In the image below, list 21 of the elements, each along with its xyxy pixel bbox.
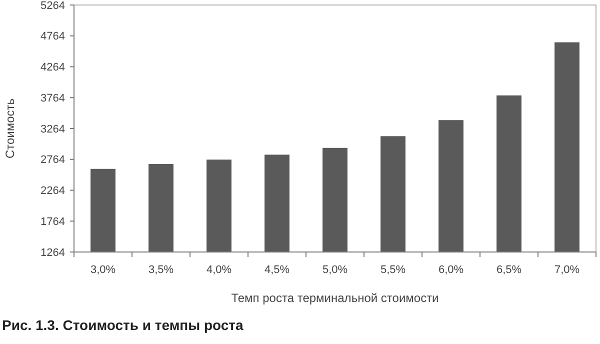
x-tick-label: 6,5% bbox=[496, 264, 522, 276]
x-tick-label: 3,5% bbox=[148, 264, 174, 276]
x-tick-label: 7,0% bbox=[554, 264, 580, 276]
x-tick-label: 5,0% bbox=[322, 264, 348, 276]
x-tick-label: 4,5% bbox=[264, 264, 290, 276]
y-tick-label: 4764 bbox=[40, 30, 65, 43]
y-tick-label: 4264 bbox=[40, 62, 65, 74]
x-tick-label: 5,5% bbox=[380, 264, 406, 276]
y-tick-label: 3264 bbox=[40, 123, 65, 136]
x-tick-label: 4,0% bbox=[206, 264, 232, 276]
x-tick-label: 6,0% bbox=[438, 264, 464, 276]
y-tick-label: 2264 bbox=[40, 185, 65, 198]
y-tick-label: 1764 bbox=[40, 216, 65, 228]
y-tick-label: 3764 bbox=[40, 92, 65, 104]
text: Рис. 1.3. Стоимость и темпы роста bbox=[2, 317, 244, 333]
y-tick-label: 5264 bbox=[40, 0, 65, 12]
y-tick-label: 2764 bbox=[40, 154, 65, 166]
y-axis-title: Стоимость bbox=[3, 98, 17, 159]
y-tick-label: 1264 bbox=[40, 246, 65, 259]
x-axis-title: Темп роста терминальной стоимости bbox=[231, 291, 439, 305]
x-tick-label: 3,0% bbox=[90, 264, 116, 276]
